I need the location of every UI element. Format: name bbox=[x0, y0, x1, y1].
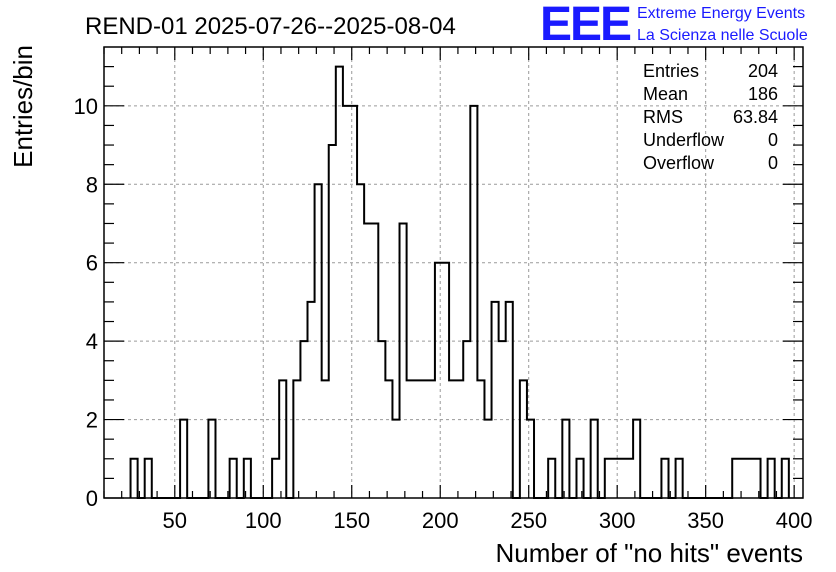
plot-frame bbox=[103, 46, 804, 499]
histogram-bin bbox=[591, 420, 598, 498]
x-tick-label: 150 bbox=[333, 508, 370, 533]
histogram-bin bbox=[463, 341, 470, 498]
y-tick-label: 4 bbox=[86, 329, 98, 354]
histogram-bin bbox=[484, 420, 491, 498]
histogram-bin bbox=[308, 302, 315, 498]
histogram-bin bbox=[477, 380, 484, 498]
histogram-bin bbox=[230, 459, 237, 498]
histogram-bin bbox=[357, 184, 364, 498]
histogram-bin bbox=[421, 380, 428, 498]
stats-label: Overflow bbox=[643, 153, 715, 173]
histogram-bin bbox=[145, 459, 152, 498]
histogram-bin bbox=[272, 459, 279, 498]
y-tick-label: 8 bbox=[86, 172, 98, 197]
histogram-bin bbox=[746, 459, 753, 498]
histogram-bin bbox=[605, 459, 612, 498]
histogram-bin bbox=[364, 223, 371, 498]
histogram-bin bbox=[527, 420, 534, 498]
stats-value: 63.84 bbox=[733, 107, 778, 127]
histogram-bin bbox=[442, 263, 449, 498]
histogram-bin bbox=[753, 459, 760, 498]
histogram-bin bbox=[633, 420, 640, 498]
histogram-bin bbox=[435, 263, 442, 498]
histogram-bin bbox=[782, 459, 789, 498]
histogram-bin bbox=[131, 459, 138, 498]
x-tick-label: 200 bbox=[422, 508, 459, 533]
y-tick-label: 10 bbox=[74, 94, 98, 119]
stats-label: Mean bbox=[643, 84, 688, 104]
logo-line-2: La Scienza nelle Scuole bbox=[637, 27, 808, 44]
histogram-bin bbox=[322, 380, 329, 498]
stats-label: Underflow bbox=[643, 130, 725, 150]
y-tick-label: 2 bbox=[86, 408, 98, 433]
histogram-bin bbox=[300, 341, 307, 498]
histogram-bin bbox=[470, 106, 477, 498]
histogram-bin bbox=[548, 459, 555, 498]
stats-value: 0 bbox=[768, 153, 778, 173]
x-tick-label: 350 bbox=[687, 508, 724, 533]
y-axis-title: Entries/bin bbox=[8, 45, 38, 168]
stats-value: 204 bbox=[748, 61, 778, 81]
histogram-bin bbox=[492, 302, 499, 498]
histogram-bin bbox=[343, 106, 350, 498]
tick-labels: 50 100 150 200 250 300 350 400 0 2 4 6 8 10 bbox=[74, 94, 813, 533]
histogram-bin bbox=[293, 380, 300, 498]
histogram-bin bbox=[661, 459, 668, 498]
histogram-bin bbox=[208, 420, 215, 498]
eee-logo: EEE Extreme Energy Events La Scienza nel… bbox=[540, 0, 808, 51]
histogram-bin bbox=[329, 145, 336, 498]
chart-title: REND-01 2025-07-26--2025-08-04 bbox=[85, 13, 456, 40]
histogram-bin bbox=[768, 459, 775, 498]
y-tick-label: 0 bbox=[86, 486, 98, 511]
histogram-bin bbox=[506, 302, 513, 498]
stats-value: 0 bbox=[768, 130, 778, 150]
histogram-bin bbox=[456, 380, 463, 498]
histogram-bin bbox=[400, 223, 407, 498]
histogram-bin bbox=[626, 459, 633, 498]
histogram-bin bbox=[244, 459, 251, 498]
histogram-bin bbox=[407, 380, 414, 498]
histogram-bin bbox=[619, 459, 626, 498]
stats-label: RMS bbox=[643, 107, 683, 127]
x-tick-label: 250 bbox=[510, 508, 547, 533]
histogram-bin bbox=[499, 341, 506, 498]
grid-lines bbox=[104, 47, 803, 498]
histogram-bin bbox=[350, 106, 357, 498]
histogram-bin bbox=[732, 459, 739, 498]
x-tick-label: 50 bbox=[163, 508, 187, 533]
histogram-bin bbox=[414, 380, 421, 498]
histogram-bin bbox=[315, 184, 322, 498]
y-tick-label: 6 bbox=[86, 251, 98, 276]
histogram-bin bbox=[739, 459, 746, 498]
stats-box: Entries 204 Mean 186 RMS 63.84 Underflow 0 Overf… bbox=[643, 61, 778, 173]
logo-mark: EEE bbox=[540, 0, 631, 51]
histogram-bin bbox=[336, 67, 343, 498]
histogram-bin bbox=[428, 380, 435, 498]
histogram-bin bbox=[676, 459, 683, 498]
histogram-bin bbox=[385, 380, 392, 498]
histogram-bin bbox=[612, 459, 619, 498]
histogram-bin bbox=[520, 380, 527, 498]
histogram-bin bbox=[449, 380, 456, 498]
x-tick-label: 300 bbox=[599, 508, 636, 533]
histogram-bin bbox=[279, 380, 286, 498]
logo-line-1: Extreme Energy Events bbox=[637, 5, 805, 22]
stats-value: 186 bbox=[748, 84, 778, 104]
x-tick-label: 400 bbox=[776, 508, 813, 533]
x-tick-label: 100 bbox=[245, 508, 282, 533]
histogram-outline bbox=[129, 65, 790, 499]
stats-label: Entries bbox=[643, 61, 699, 81]
histogram-bin bbox=[392, 420, 399, 498]
x-axis-title: Number of "no hits" events bbox=[496, 538, 804, 568]
histogram-bin bbox=[576, 459, 583, 498]
histogram-bin bbox=[378, 341, 385, 498]
axis-ticks bbox=[103, 47, 803, 499]
histogram-bin bbox=[371, 223, 378, 498]
histogram-bin bbox=[562, 420, 569, 498]
histogram-bin bbox=[180, 420, 187, 498]
